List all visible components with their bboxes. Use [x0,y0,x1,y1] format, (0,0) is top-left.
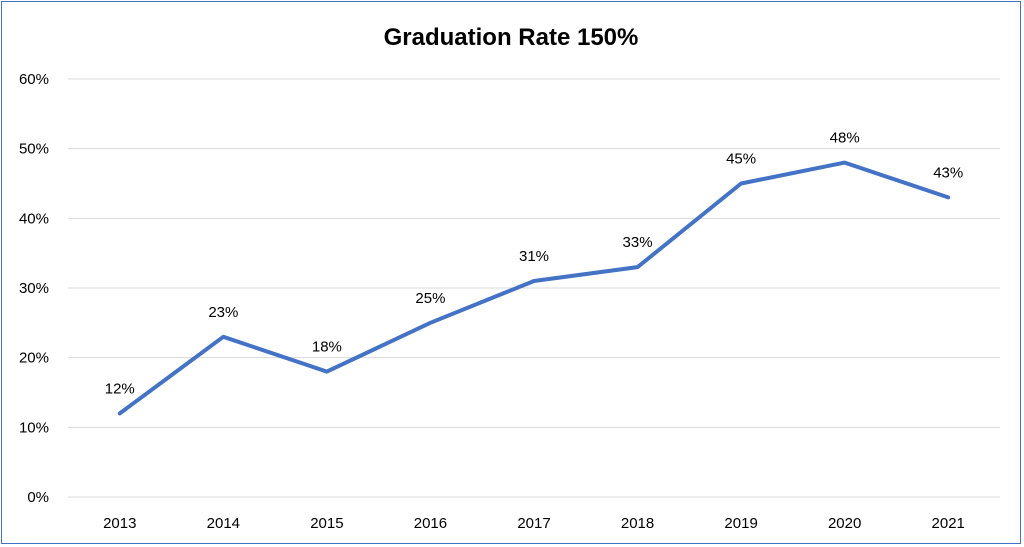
x-tick-label: 2016 [414,515,447,532]
x-axis: 2013 2014 2015 2016 2017 2018 2019 2020 2021 [103,515,965,532]
x-tick-label: 2021 [932,515,965,532]
x-tick-label: 2015 [310,515,343,532]
series-line [117,160,951,416]
data-label: 43% [933,164,963,181]
y-tick-label: 30% [19,280,49,297]
y-tick-label: 20% [19,350,49,367]
data-label: 25% [415,290,445,307]
x-tick-label: 2018 [621,515,654,532]
data-label: 23% [208,304,238,321]
chart-title: Graduation Rate 150% [384,24,639,51]
y-tick-label: 10% [19,419,49,436]
data-label: 31% [519,248,549,265]
y-tick-label: 60% [19,71,49,88]
y-tick-label: 50% [19,141,49,158]
x-tick-label: 2013 [103,515,136,532]
y-axis: 0% 10% 20% 30% 40% 50% 60% [19,71,49,506]
data-label: 45% [726,151,756,168]
x-tick-label: 2020 [828,515,861,532]
data-label: 33% [623,234,653,251]
y-tick-label: 40% [19,210,49,227]
gridlines [68,78,1000,498]
data-label: 48% [830,130,860,147]
series-group [117,160,951,416]
x-tick-label: 2014 [207,515,240,532]
x-tick-label: 2019 [724,515,757,532]
y-tick-label: 0% [27,489,49,506]
x-tick-label: 2017 [517,515,550,532]
data-label: 12% [105,380,135,397]
data-label: 18% [312,339,342,356]
data-labels: 12% 23% 18% 25% 31% 33% 45% 48% 43% [105,130,963,398]
